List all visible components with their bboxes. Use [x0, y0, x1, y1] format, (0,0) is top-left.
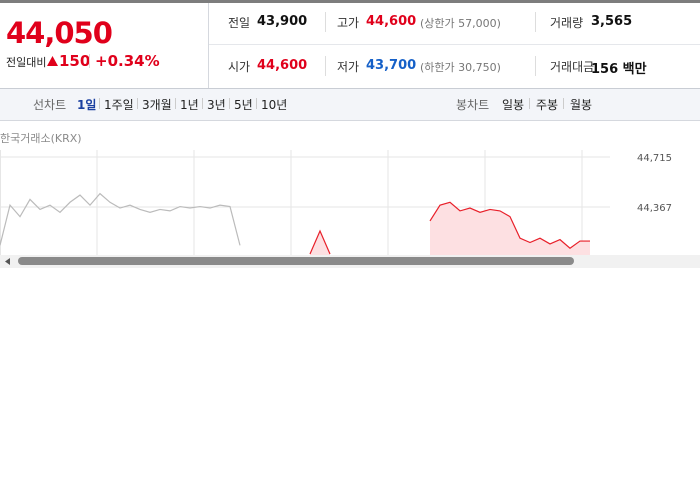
change-rate: +0.34%: [95, 52, 160, 70]
stat-value: 3,565: [591, 14, 633, 29]
change: 150: [59, 52, 91, 70]
y-tick-label: 44,715: [637, 153, 672, 164]
sep: [89, 54, 90, 68]
stat-value: 43,700: [366, 58, 417, 73]
sep: [535, 12, 536, 32]
sep: [175, 98, 176, 109]
sep: [529, 98, 530, 109]
candle-tab[interactable]: 주봉: [536, 98, 559, 112]
period-tab[interactable]: 5년: [234, 98, 253, 112]
line: [309, 201, 590, 255]
period-tab[interactable]: 1년: [180, 98, 199, 112]
plot: [0, 192, 590, 255]
period-tab[interactable]: 3년: [207, 98, 226, 112]
change-label: 전일대비: [6, 56, 47, 69]
toolbar: [0, 88, 700, 121]
stat-value: 43,900: [257, 14, 308, 29]
sep: [535, 56, 536, 76]
sep: [99, 98, 100, 109]
stat-label: 시가: [228, 60, 251, 74]
period-tab[interactable]: 10년: [261, 98, 288, 112]
candle-tab[interactable]: 월봉: [570, 98, 593, 112]
sep: [325, 12, 326, 32]
stat-value: 156 백만: [591, 62, 647, 77]
divider: [208, 3, 209, 88]
sep: [137, 98, 138, 109]
stat-value: 44,600: [257, 58, 308, 73]
line: [0, 192, 241, 246]
sep: [325, 56, 326, 76]
stat-value: 44,600: [366, 14, 417, 29]
candle-chart-label: 봉차트: [456, 98, 490, 112]
sep: [202, 98, 203, 109]
stat-label: 거래대금: [550, 60, 595, 74]
stat-note: (상한가 57,000): [420, 17, 501, 30]
period-tab[interactable]: 3개월: [142, 98, 172, 112]
stat-label: 거래량: [550, 16, 584, 30]
sep: [229, 98, 230, 109]
sep: [563, 98, 564, 109]
source: 한국거래소(KRX): [0, 132, 82, 145]
sep: [256, 98, 257, 109]
stat-label: 고가: [337, 16, 360, 30]
period-tab[interactable]: 1주일: [104, 98, 134, 112]
top-border: [0, 0, 700, 3]
chart: 44,715 44,367: [0, 150, 672, 255]
stat-note: (하한가 30,750): [420, 61, 501, 74]
divider: [209, 44, 700, 45]
period-tab[interactable]: 1일: [77, 98, 97, 112]
scroll-left[interactable]: [4, 257, 12, 266]
candle-tab[interactable]: 일봉: [502, 98, 525, 112]
scroll-thumb[interactable]: [18, 257, 574, 265]
stat-label: 저가: [337, 60, 360, 74]
stat-label: 전일: [228, 16, 251, 30]
up-icon: [47, 56, 58, 66]
area: [310, 202, 590, 255]
y-tick-label: 44,367: [637, 203, 672, 214]
line-chart-label: 선차트: [33, 98, 67, 112]
current-price: 44,050: [6, 16, 113, 50]
